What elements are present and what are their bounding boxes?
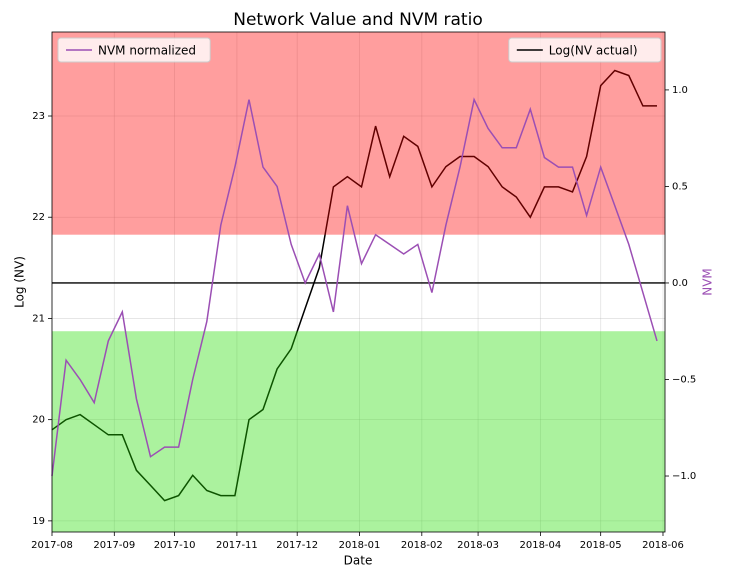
x-axis-label: Date [344, 554, 373, 568]
x-tick-label: 2017-10 [154, 540, 196, 551]
legend-box [508, 37, 662, 63]
y2-tick-label: −0.5 [672, 374, 696, 385]
legend-label: NVM normalized [98, 44, 196, 58]
x-tick-label: 2017-09 [93, 540, 135, 551]
line [51, 69, 657, 502]
y-tick-label: 20 [32, 415, 45, 426]
line [51, 97, 658, 477]
chart-title: Network Value and NVM ratio [233, 10, 482, 30]
x-tick-label: 2018-04 [519, 540, 561, 551]
band [52, 32, 665, 235]
y-tick-label: 19 [32, 516, 45, 527]
x-tick-label: 2017-11 [216, 540, 258, 551]
x-tick-label: 2018-06 [642, 540, 684, 551]
plot-frame [51, 31, 666, 533]
band [52, 331, 665, 532]
legend: Log(NV actual) [508, 37, 662, 63]
y2-tick-label: 0.5 [672, 181, 688, 192]
legend-box [57, 37, 211, 63]
y-tick-label: 23 [32, 111, 45, 122]
y2-axis-label: NVM [701, 268, 715, 296]
x-tick-label: 2017-12 [276, 540, 318, 551]
y2-tick-label: 0.0 [672, 278, 688, 289]
y2-tick-label: −1.0 [672, 471, 696, 482]
y-tick-label: 21 [32, 313, 45, 324]
x-tick-label: 2017-08 [31, 540, 73, 551]
y-tick-label: 22 [32, 212, 45, 223]
x-tick-label: 2018-05 [580, 540, 622, 551]
x-tick-label: 2018-03 [457, 540, 499, 551]
legend-label: Log(NV actual) [549, 44, 638, 58]
y2-tick-label: 1.0 [672, 85, 688, 96]
y-axis-label: Log (NV) [13, 256, 27, 308]
x-tick-label: 2018-02 [401, 540, 443, 551]
x-tick-label: 2018-01 [339, 540, 381, 551]
legend: NVM normalized [57, 37, 211, 63]
